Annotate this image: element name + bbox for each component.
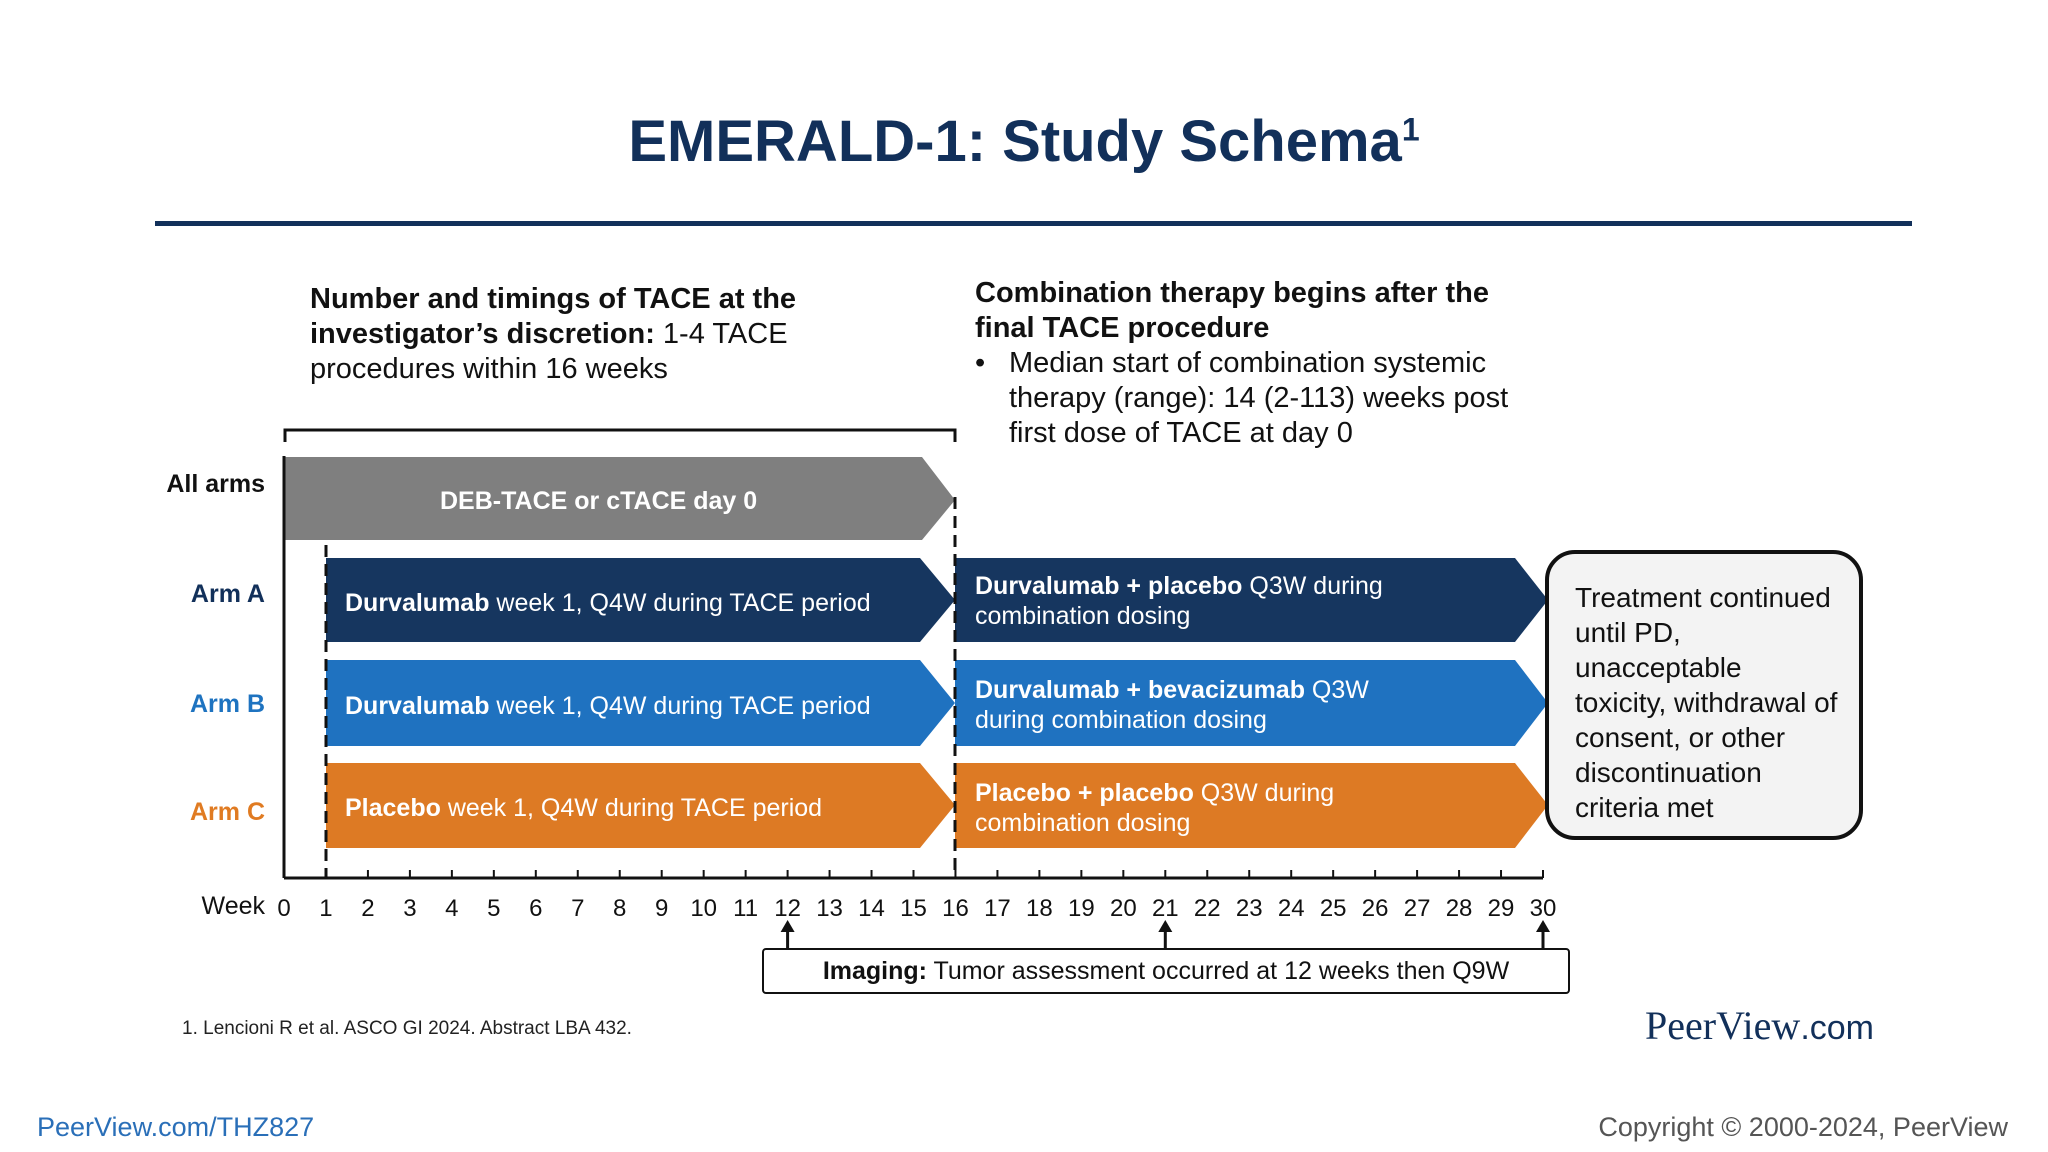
week-tick-label: 7 — [571, 895, 584, 922]
row-label-arm-a: Arm A — [190, 580, 265, 608]
page-title: EMERALD-1: Study Schema1 — [628, 109, 1420, 174]
week-tick-label: 17 — [984, 895, 1011, 922]
week-tick-label: 27 — [1404, 895, 1431, 922]
week-tick-label: 5 — [487, 895, 500, 922]
week-tick-label: 21 — [1152, 895, 1179, 922]
week-tick-label: 11 — [733, 895, 758, 922]
week-tick-label: 26 — [1362, 895, 1389, 922]
week-axis-label: Week — [202, 892, 266, 920]
row-label-arm-c: Arm C — [189, 798, 265, 826]
week-axis-ticks: 0 1 2 3 4 5 6 7 8 9 10 11 12 13 14 15 16 17 18 19 20 21 22 23 24… — [277, 870, 1556, 922]
tace-timing-note-bold: Number and timings of TACE at the invest… — [310, 283, 797, 350]
arm-c-combo-arrow — [955, 763, 1548, 848]
imaging-arrow-head-icon — [1158, 920, 1173, 932]
peerview-url-link[interactable]: PeerView.com/THZ827 — [37, 1112, 315, 1142]
week-tick-label: 18 — [1026, 895, 1053, 922]
bullet-icon: • — [975, 347, 986, 379]
week-tick-label: 8 — [613, 895, 626, 922]
all-arms-arrow-label: DEB-TACE or cTACE day 0 — [440, 487, 758, 515]
week-tick-label: 9 — [655, 895, 668, 922]
arm-c-tace-label: Placebo week 1, Q4W during TACE period — [345, 794, 823, 822]
row-label-arm-b: Arm B — [189, 690, 265, 718]
arm-b-combo-arrow — [955, 660, 1548, 746]
week-tick-label: 13 — [816, 895, 843, 922]
arm-a-combo-arrow — [955, 558, 1548, 642]
imaging-arrows — [780, 920, 1550, 948]
row-label-all-arms: All arms — [166, 470, 265, 498]
week-tick-label: 25 — [1320, 895, 1347, 922]
week-tick-label: 30 — [1530, 895, 1557, 922]
week-tick-label: 14 — [858, 895, 885, 922]
arm-b-combo-label: Durvalumab + bevacizumab Q3W during comb… — [975, 676, 1369, 734]
week-tick-label: 22 — [1194, 895, 1221, 922]
arm-b-tace-arrow — [326, 660, 955, 746]
arm-a-tace-arrow — [326, 558, 955, 642]
arm-b-tace-label: Durvalumab week 1, Q4W during TACE perio… — [345, 692, 871, 720]
week-tick-label: 6 — [529, 895, 542, 922]
peerview-logo: PeerView.com — [1645, 1003, 1874, 1048]
arm-c-combo-label: Placebo + placebo Q3W during combination… — [975, 779, 1335, 837]
week-tick-label: 12 — [774, 895, 801, 922]
title-divider — [155, 221, 1912, 226]
week-tick-label: 1 — [319, 895, 332, 922]
tace-timing-note-text: 1-4 TACE procedures within 16 weeks — [310, 318, 788, 385]
week-tick-label: 4 — [445, 895, 458, 922]
arm-a-tace-label: Durvalumab week 1, Q4W during TACE perio… — [345, 589, 871, 617]
tace-period-bracket — [283, 428, 957, 442]
week-tick-label: 28 — [1446, 895, 1473, 922]
week-tick-label: 19 — [1068, 895, 1095, 922]
week-tick-label: 10 — [690, 895, 717, 922]
footnote: 1. Lencioni R et al. ASCO GI 2024. Abstr… — [182, 1018, 632, 1039]
week-tick-label: 2 — [361, 895, 374, 922]
week-tick-label: 0 — [277, 895, 290, 922]
arm-c-tace-arrow — [326, 763, 955, 848]
week-tick-label: 24 — [1278, 895, 1305, 922]
week-tick-label: 3 — [403, 895, 416, 922]
week-tick-label: 29 — [1488, 895, 1515, 922]
copyright-notice: Copyright © 2000-2024, PeerView — [1598, 1112, 2008, 1142]
arm-a-combo-label: Durvalumab + placebo Q3W during combinat… — [975, 572, 1383, 630]
tace-timing-note: Number and timings of TACE at the invest… — [310, 282, 850, 387]
week-tick-label: 16 — [942, 895, 969, 922]
treatment-continuation-box: Treatment continued until PD, unacceptab… — [1545, 550, 1863, 840]
imaging-arrow-head-icon — [780, 920, 795, 932]
combination-note: Combination therapy begins after the fin… — [975, 276, 1535, 451]
imaging-box: Imaging: Tumor assessment occurred at 12… — [762, 948, 1570, 994]
imaging-arrow-head-icon — [1536, 920, 1550, 932]
combination-note-bullet: • Median start of combination systemic th… — [975, 347, 1509, 449]
week-tick-label: 20 — [1110, 895, 1137, 922]
week-tick-label: 23 — [1236, 895, 1263, 922]
all-arms-arrow — [284, 457, 955, 540]
week-tick-label: 15 — [900, 895, 927, 922]
combination-note-heading: Combination therapy begins after the fin… — [975, 277, 1489, 344]
